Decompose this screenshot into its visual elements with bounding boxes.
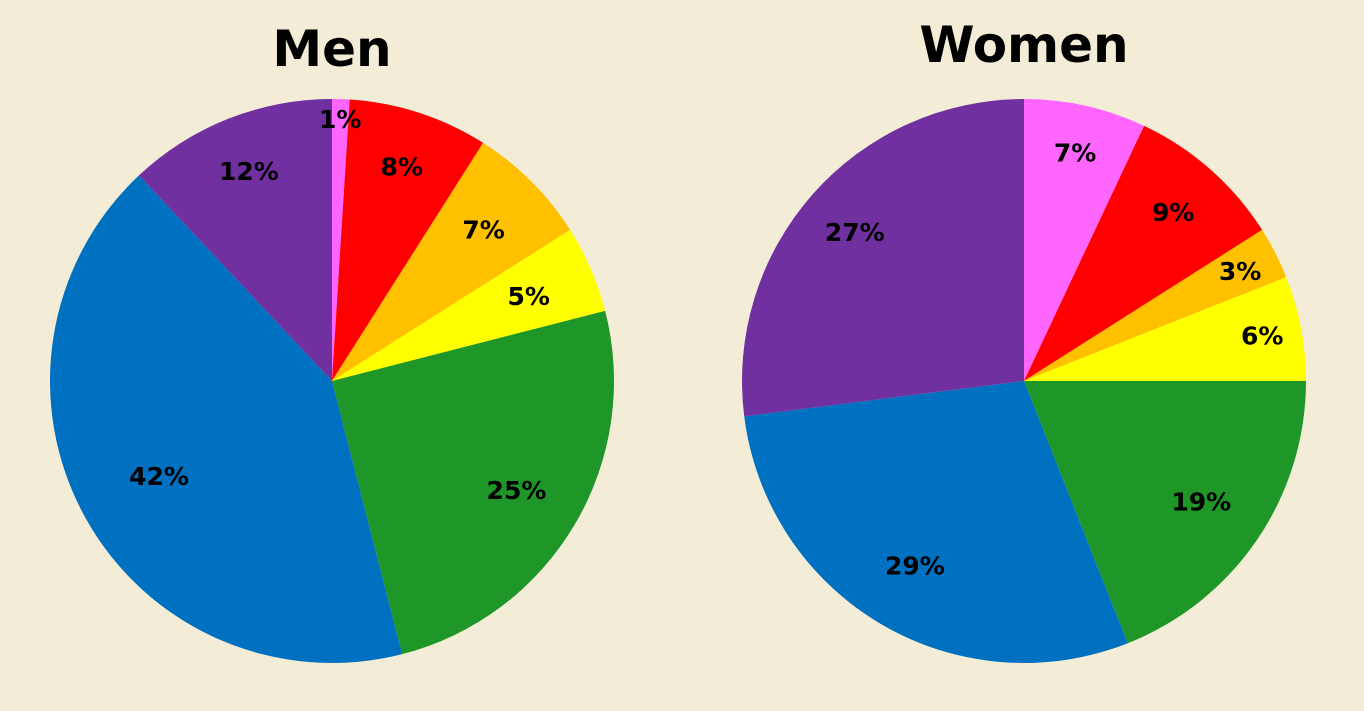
slice-label-women-6: 27% <box>825 218 885 247</box>
pie-slice-women-1 <box>1024 125 1263 381</box>
pie-slice-women-5 <box>744 381 1128 663</box>
slice-label-women-5: 29% <box>885 551 945 580</box>
pie-slice-men-3 <box>332 229 606 381</box>
pie-slice-women-4 <box>1024 381 1306 644</box>
slice-label-men-3: 5% <box>507 282 549 311</box>
labels-men: 1% 8% 7% 5% 25% 42% 12% <box>129 105 550 505</box>
slice-label-men-0: 1% <box>319 105 361 134</box>
slice-label-women-3: 6% <box>1241 322 1283 351</box>
slice-label-women-2: 3% <box>1219 257 1261 286</box>
slice-label-women-4: 19% <box>1171 487 1231 516</box>
slices-men <box>49 99 614 663</box>
pie-slice-men-0 <box>332 99 350 381</box>
pie-slice-women-2 <box>1024 229 1287 381</box>
slice-label-women-1: 9% <box>1152 198 1194 227</box>
pie-slice-men-1 <box>332 99 484 382</box>
pie-slice-men-4 <box>332 310 614 655</box>
slice-label-men-2: 7% <box>462 215 504 244</box>
pie-chart-men: Men 1% 8% 7% 5% 25% 42% 12% <box>49 20 614 663</box>
slice-label-women-0: 7% <box>1054 139 1096 168</box>
pie-chart-women: Women 7% 9% 3% 6% 19% 29% 27% <box>742 16 1306 663</box>
slice-label-men-6: 12% <box>219 157 279 186</box>
slice-label-men-5: 42% <box>129 462 189 491</box>
slice-label-men-1: 8% <box>380 152 422 181</box>
chart-title-men: Men <box>272 20 391 78</box>
slices-women <box>742 99 1306 663</box>
pie-slice-women-0 <box>1024 99 1145 381</box>
slice-label-men-4: 25% <box>487 476 547 505</box>
labels-women: 7% 9% 3% 6% 19% 29% 27% <box>825 139 1284 581</box>
chart-title-women: Women <box>919 16 1128 74</box>
pie-slice-women-3 <box>1024 277 1306 381</box>
pie-slice-men-5 <box>49 175 403 663</box>
pie-slice-women-6 <box>742 99 1024 417</box>
pie-slice-men-2 <box>332 142 571 381</box>
pie-slice-men-6 <box>138 99 332 381</box>
